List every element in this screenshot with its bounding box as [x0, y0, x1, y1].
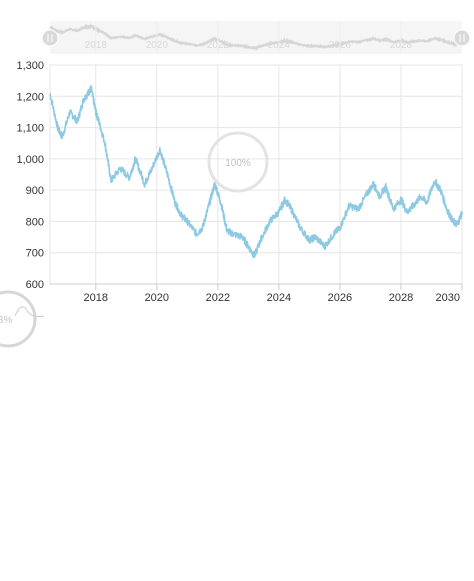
x-tick-label: 2022	[206, 292, 230, 304]
navigator-tick-label: 2028	[390, 40, 413, 51]
x-tick-label: 2026	[328, 292, 352, 304]
loading-indicator-left: 8%	[0, 290, 45, 348]
x-tick-label: 2018	[84, 292, 108, 304]
navigator[interactable]: 2018 2020 2022 2024 2026 2028	[41, 21, 471, 54]
y-tick-label: 1,100	[16, 123, 44, 135]
y-tick-label: 700	[26, 248, 44, 260]
navigator-tick-label: 2026	[329, 40, 352, 51]
x-tick-label: 2024	[267, 292, 291, 304]
navigator-tick-labels: 2018 2020 2022 2024 2026 2028	[85, 21, 413, 54]
y-tick-label: 1,000	[16, 154, 44, 166]
navigator-right-handle[interactable]	[453, 29, 471, 47]
x-axis-tick-labels: 2018 2020 2022 2024 2026 2028 2030	[84, 292, 460, 304]
progress-label: 8%	[0, 315, 12, 326]
progress-ring	[0, 290, 37, 348]
mini-sparkline	[14, 306, 45, 317]
price-series-line[interactable]	[49, 85, 463, 259]
y-tick-label: 800	[26, 216, 44, 228]
x-tick-label: 2020	[145, 292, 169, 304]
navigator-tick-label: 2022	[207, 40, 230, 51]
progress-ring	[207, 131, 269, 193]
x-tick-label: 2028	[389, 292, 413, 304]
loading-indicator-center: 100%	[207, 131, 269, 193]
y-tick-label: 1,200	[16, 91, 44, 103]
y-tick-label: 1,300	[16, 60, 44, 72]
x-tick-label: 2030	[436, 292, 460, 304]
y-tick-label: 600	[26, 279, 44, 291]
navigator-left-handle[interactable]	[41, 29, 59, 47]
navigator-tick-label: 2018	[85, 40, 108, 51]
navigator-tick-label: 2020	[146, 40, 169, 51]
y-tick-label: 900	[26, 185, 44, 197]
navigator-tick-label: 2024	[268, 40, 291, 51]
y-axis-tick-labels: 600 700 800 900 1,000 1,100 1,200 1,300	[16, 60, 44, 291]
progress-label: 100%	[225, 158, 251, 169]
